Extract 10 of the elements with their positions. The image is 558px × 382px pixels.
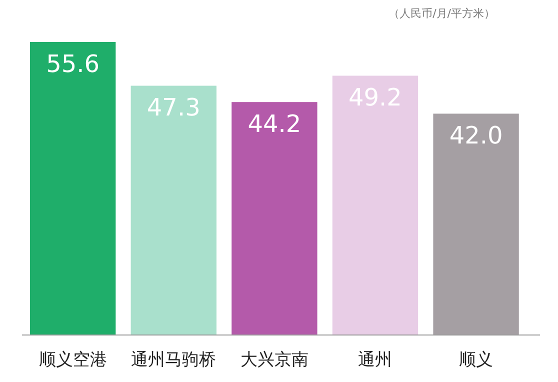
x-tick-label: 通州马驹桥 xyxy=(131,350,216,370)
x-tick-label: 顺义 xyxy=(459,350,494,370)
data-label: 44.2 xyxy=(248,110,302,138)
x-tick-label: 通州 xyxy=(358,350,392,370)
x-tick-label: 大兴京南 xyxy=(240,350,308,370)
x-tick-label: 顺义空港 xyxy=(38,350,107,370)
text: （人民币/月/平方米） xyxy=(388,7,495,20)
data-label: 42.0 xyxy=(449,122,503,150)
data-label: 55.6 xyxy=(46,50,100,78)
data-label: 47.3 xyxy=(146,94,200,122)
